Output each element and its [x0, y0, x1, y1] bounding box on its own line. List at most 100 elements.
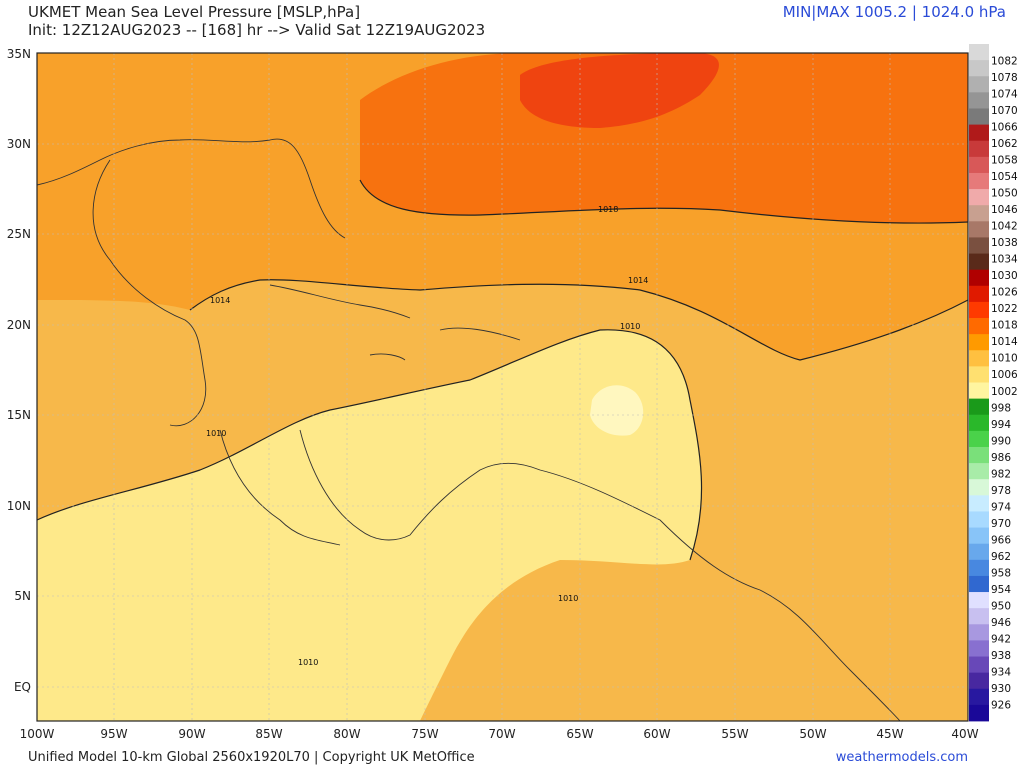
- chart-title: UKMET Mean Sea Level Pressure [MSLP,hPa]: [28, 3, 361, 21]
- coastline-gulf: [37, 138, 346, 239]
- colorbar-swatch: [969, 382, 989, 400]
- field-1018-1022: [360, 53, 968, 224]
- colorbar-swatch: [969, 656, 989, 674]
- colorbar-swatch: [969, 559, 989, 577]
- colorbar-label: 1046: [991, 204, 1018, 216]
- colorbar-label: 1006: [991, 369, 1018, 381]
- isobars: [37, 179, 968, 561]
- lat-label: 10N: [7, 499, 31, 513]
- colorbar-label: 990: [991, 435, 1011, 447]
- colorbar-swatch: [969, 253, 989, 271]
- colorbar-label: 950: [991, 600, 1011, 612]
- lon-label: 85W: [255, 727, 282, 741]
- lat-label: 35N: [7, 47, 31, 61]
- coastline-south-america: [299, 429, 901, 721]
- colorbar-swatch: [969, 269, 989, 287]
- lon-label: 95W: [100, 727, 127, 741]
- colorbar-swatch: [969, 672, 989, 690]
- colorbar-swatch: [969, 124, 989, 142]
- colorbar-swatch: [969, 189, 989, 206]
- colorbar-label: 978: [991, 485, 1011, 497]
- isobar-1010: [37, 329, 703, 561]
- lat-label: 15N: [7, 408, 31, 422]
- colorbar-swatch: [969, 44, 989, 61]
- lon-label: 45W: [876, 727, 903, 741]
- coastline-jamaica: [369, 353, 406, 361]
- colorbar-swatch: [969, 318, 989, 335]
- colorbar-swatch: [969, 156, 989, 174]
- colorbar-swatch: [969, 640, 989, 657]
- colorbar-swatch: [969, 76, 989, 93]
- map-frame: [36, 52, 969, 722]
- colorbar-label: 1058: [991, 155, 1018, 167]
- longitude-labels: 100W 95W 90W 85W 80W 75W 70W 65W 60W 55W…: [20, 727, 979, 741]
- pressure-field: [37, 53, 968, 721]
- latitude-labels: 35N 30N 25N 20N 15N 10N 5N EQ: [7, 47, 31, 694]
- lon-label: 75W: [411, 727, 438, 741]
- colorbar-label: 926: [991, 699, 1011, 711]
- coastline-mexico: [92, 159, 207, 427]
- isobar-label: 1010: [558, 594, 578, 603]
- colorbar-swatch: [969, 608, 989, 625]
- isobar-1014: [189, 279, 968, 361]
- colorbar-label: 1050: [991, 188, 1018, 200]
- colorbar-label: 998: [991, 402, 1011, 414]
- model-credit: Unified Model 10-km Global 2560x1920L70 …: [28, 750, 475, 765]
- colorbar-label: 930: [991, 683, 1011, 695]
- colorbar-swatch: [969, 334, 989, 351]
- colorbar-label: 1038: [991, 237, 1018, 249]
- colorbar-swatch: [969, 350, 989, 367]
- colorbar-swatch: [969, 60, 989, 77]
- colorbar-label: 974: [991, 501, 1011, 513]
- colorbar-label: 994: [991, 419, 1011, 431]
- field-1022-core: [520, 53, 719, 128]
- colorbar-label: 1078: [991, 72, 1018, 84]
- colorbar-swatch: [969, 575, 989, 593]
- colorbar-label: 970: [991, 518, 1011, 530]
- colorbar-swatch: [969, 140, 989, 158]
- colorbar-swatch: [969, 463, 989, 480]
- field-1006-1010: [37, 329, 702, 721]
- colorbar-swatch: [969, 172, 989, 190]
- colorbar-swatch: [969, 495, 989, 512]
- init-valid-line: Init: 12Z12AUG2023 -- [168] hr --> Valid…: [28, 21, 486, 39]
- colorbar-swatch: [969, 430, 989, 448]
- colorbar-swatch: [969, 446, 989, 464]
- lon-label: 100W: [20, 727, 55, 741]
- colorbar-swatch: [969, 237, 989, 254]
- colorbar-swatch: [969, 221, 989, 238]
- colorbar-swatch: [969, 543, 989, 561]
- coastline-central-america: [219, 429, 341, 546]
- isobar-1018: [359, 179, 968, 224]
- colorbar-label: 1066: [991, 122, 1018, 134]
- coastline-hispaniola: [439, 327, 521, 341]
- colorbar-label: 954: [991, 584, 1011, 596]
- colorbar-label: 934: [991, 666, 1011, 678]
- colorbar-label: 966: [991, 534, 1011, 546]
- isobar-labels: 1018 1014 1010 1014 1010 1010 1010: [206, 205, 648, 667]
- colorbar-label: 986: [991, 452, 1011, 464]
- lon-label: 90W: [178, 727, 205, 741]
- colorbar-label: 1062: [991, 138, 1018, 150]
- colorbar-label: 942: [991, 633, 1011, 645]
- lon-label: 40W: [951, 727, 978, 741]
- isobar-label: 1010: [206, 429, 226, 438]
- lon-label: 60W: [643, 727, 670, 741]
- isobar-label: 1010: [620, 322, 640, 331]
- colorbar-label: 1002: [991, 386, 1018, 398]
- colorbar-label: 1034: [991, 254, 1018, 266]
- colorbar-label: 1042: [991, 221, 1018, 233]
- colorbar-swatch: [969, 592, 989, 609]
- colorbar-label: 962: [991, 551, 1011, 563]
- colorbar-label: 1014: [991, 336, 1018, 348]
- lon-label: 50W: [799, 727, 826, 741]
- colorbar-swatch: [969, 414, 989, 432]
- isobar-label: 1010: [298, 658, 318, 667]
- colorbar-label: 1018: [991, 320, 1018, 332]
- lat-label: 5N: [14, 589, 31, 603]
- colorbar-label: 1054: [991, 171, 1018, 183]
- isobar-label: 1014: [210, 296, 230, 305]
- isobar-label: 1014: [628, 276, 648, 285]
- colorbar-swatch: [969, 624, 989, 641]
